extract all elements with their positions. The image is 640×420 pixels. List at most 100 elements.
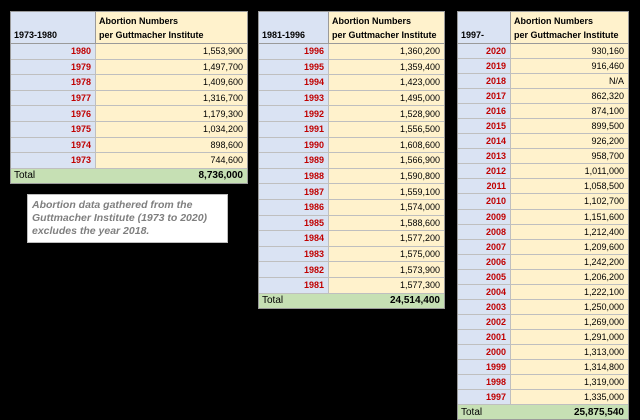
table-row: 2000 1,313,000 <box>458 344 628 360</box>
table-row: 2015 899,500 <box>458 119 628 135</box>
table-row: 1992 1,528,900 <box>259 106 444 122</box>
year-cell: 2001 <box>458 329 511 344</box>
value-cell: 1,360,200 <box>329 44 444 59</box>
data-rows: 2020 930,160 2019 916,460 2018 N/A 2017 862,320… <box>458 44 628 406</box>
table-1973-1980: 1973-1980 Abortion Numbers per Guttmache… <box>10 11 248 184</box>
period-header: 1981-1996 <box>259 12 329 43</box>
year-cell: 1986 <box>259 199 329 215</box>
table-row: 2017 862,320 <box>458 89 628 105</box>
year-cell: 1982 <box>259 262 329 277</box>
total-label: Total <box>262 295 284 306</box>
table-row: 1994 1,423,000 <box>259 75 444 91</box>
value-cell: 1,575,000 <box>329 246 444 262</box>
value-cell: 1,209,600 <box>511 239 628 254</box>
source-header: Abortion Numbers per Guttmacher Institut… <box>511 12 628 43</box>
value-cell: N/A <box>511 74 628 89</box>
total-row: Total 24,514,400 <box>259 293 444 308</box>
total-row: Total 25,875,540 <box>458 405 628 420</box>
value-cell: 1,573,900 <box>329 262 444 277</box>
value-cell: 744,600 <box>96 153 247 168</box>
header-line-1: Abortion Numbers <box>99 16 179 26</box>
value-cell: 1,316,700 <box>96 90 247 106</box>
year-cell: 1988 <box>259 168 329 184</box>
table-row: 1990 1,608,600 <box>259 137 444 154</box>
table-row: 1975 1,034,200 <box>11 121 247 138</box>
table-row: 1976 1,179,300 <box>11 106 247 122</box>
year-cell: 1994 <box>259 75 329 90</box>
header-line-2: per Guttmacher Institute <box>514 30 619 40</box>
table-row: 1991 1,556,500 <box>259 121 444 138</box>
table-row: 1998 1,319,000 <box>458 375 628 391</box>
value-cell: 1,553,900 <box>96 44 247 59</box>
value-cell: 1,497,700 <box>96 59 247 75</box>
year-cell: 1993 <box>259 90 329 106</box>
value-cell: 1,102,700 <box>511 194 628 209</box>
value-cell: 1,495,000 <box>329 90 444 106</box>
value-cell: 1,291,000 <box>511 329 628 344</box>
value-cell: 1,577,200 <box>329 231 444 246</box>
table-row: 2013 958,700 <box>458 149 628 165</box>
table-row: 1977 1,316,700 <box>11 90 247 107</box>
table-row: 2001 1,291,000 <box>458 329 628 345</box>
header-line-1: Abortion Numbers <box>332 16 412 26</box>
year-cell: 1977 <box>11 90 96 106</box>
table-row: 1997 1,335,000 <box>458 390 628 406</box>
value-cell: 862,320 <box>511 89 628 104</box>
value-cell: 1,566,900 <box>329 153 444 168</box>
year-cell: 1981 <box>259 277 329 293</box>
value-cell: 1,206,200 <box>511 269 628 284</box>
year-cell: 1984 <box>259 231 329 246</box>
value-cell: 1,314,800 <box>511 359 628 375</box>
period-header: 1997- <box>458 12 511 43</box>
year-cell: 2017 <box>458 89 511 104</box>
year-cell: 1998 <box>458 375 511 390</box>
table-row: 1983 1,575,000 <box>259 246 444 263</box>
header-line-1: Abortion Numbers <box>514 16 594 26</box>
total-label: Total <box>461 406 483 418</box>
year-cell: 1973 <box>11 153 96 168</box>
value-cell: 899,500 <box>511 119 628 134</box>
year-cell: 1978 <box>11 75 96 90</box>
table-row: 1979 1,497,700 <box>11 59 247 76</box>
year-cell: 1991 <box>259 121 329 137</box>
value-cell: 1,590,800 <box>329 168 444 184</box>
value-cell: 874,100 <box>511 104 628 119</box>
table-row: 1982 1,573,900 <box>259 262 444 278</box>
year-cell: 2006 <box>458 254 511 269</box>
table-row: 2008 1,212,400 <box>458 224 628 240</box>
value-cell: 1,313,000 <box>511 344 628 359</box>
year-cell: 1985 <box>259 215 329 231</box>
value-cell: 1,409,600 <box>96 75 247 90</box>
value-cell: 1,179,300 <box>96 106 247 121</box>
year-cell: 1997 <box>458 390 511 405</box>
table-row: 2009 1,151,600 <box>458 209 628 225</box>
year-cell: 1975 <box>11 121 96 137</box>
value-cell: 1,319,000 <box>511 375 628 390</box>
value-cell: 1,574,000 <box>329 199 444 215</box>
table-row: 2004 1,222,100 <box>458 284 628 300</box>
table-header: 1973-1980 Abortion Numbers per Guttmache… <box>11 12 247 44</box>
table-row: 1973 744,600 <box>11 153 247 169</box>
table-1981-1996: 1981-1996 Abortion Numbers per Guttmache… <box>258 11 445 309</box>
year-cell: 2004 <box>458 284 511 299</box>
table-row: 1974 898,600 <box>11 137 247 154</box>
year-cell: 2009 <box>458 209 511 224</box>
year-cell: 1999 <box>458 359 511 375</box>
table-row: 2002 1,269,000 <box>458 314 628 330</box>
table-row: 1981 1,577,300 <box>259 277 444 294</box>
table-row: 1986 1,574,000 <box>259 199 444 216</box>
table-row: 1984 1,577,200 <box>259 231 444 247</box>
value-cell: 1,556,500 <box>329 121 444 137</box>
value-cell: 1,242,200 <box>511 254 628 269</box>
table-header: 1981-1996 Abortion Numbers per Guttmache… <box>259 12 444 44</box>
year-cell: 2012 <box>458 164 511 179</box>
table-row: 2005 1,206,200 <box>458 269 628 285</box>
year-cell: 2003 <box>458 299 511 314</box>
value-cell: 1,011,000 <box>511 164 628 179</box>
value-cell: 926,200 <box>511 134 628 149</box>
value-cell: 1,528,900 <box>329 106 444 121</box>
value-cell: 1,359,400 <box>329 59 444 75</box>
source-header: Abortion Numbers per Guttmacher Institut… <box>96 12 247 43</box>
year-cell: 1976 <box>11 106 96 121</box>
year-cell: 2011 <box>458 179 511 194</box>
